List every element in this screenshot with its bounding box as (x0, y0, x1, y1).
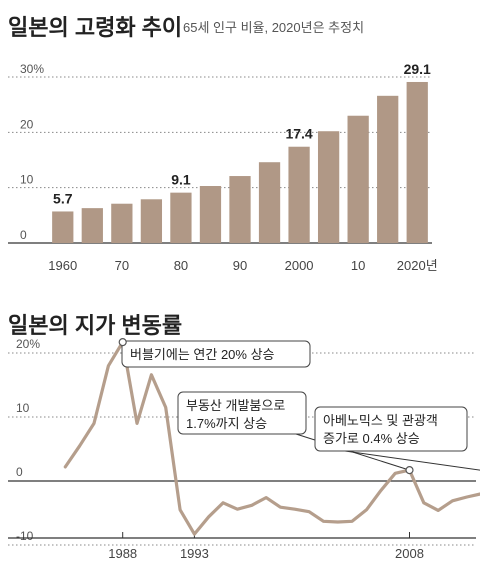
y-tick-label: 20% (16, 337, 40, 351)
chart2-title: 일본의 지가 변동률 (8, 313, 183, 338)
y-tick-label: 0 (20, 228, 27, 242)
x-tick-label: 70 (115, 258, 129, 273)
bar (258, 162, 281, 243)
series-line (63, 340, 480, 536)
callout-leader (344, 450, 480, 471)
callout-box (177, 391, 307, 435)
callout-box (314, 406, 468, 452)
bar (140, 199, 163, 243)
x-tick-label: 2020년 (397, 258, 438, 273)
x-tick-label: 1960 (48, 258, 77, 273)
callout-box (121, 340, 311, 368)
x-tick-label: 2000 (285, 258, 314, 273)
callout-text: 1.7%까지 상승 (186, 416, 267, 431)
bar (170, 192, 192, 243)
y-tick-label: -10 (16, 529, 34, 543)
y-tick-label: 30% (20, 62, 44, 76)
bar (347, 115, 369, 243)
y-tick-label: 10 (20, 173, 34, 187)
x-tick-label: 1988 (108, 546, 137, 561)
data-label: 5.7 (53, 190, 73, 206)
data-label: 9.1 (171, 172, 191, 188)
bar (199, 186, 222, 243)
annotation-point (405, 466, 414, 475)
bar (377, 95, 399, 244)
bar (81, 208, 103, 243)
bar (406, 81, 428, 243)
bar (288, 146, 310, 243)
x-tick-label: 10 (351, 258, 365, 273)
data-label: 17.4 (285, 126, 312, 142)
y-tick-label: 20 (20, 117, 34, 131)
callout-text: 아베노믹스 및 관광객 (323, 413, 438, 428)
annotation-point (118, 338, 127, 347)
bar (229, 176, 251, 243)
aging-bar-chart: 0 10 20 30% 5.7 9.1 17.4 29.1 1960 70 80 90 2000 10 20… (8, 61, 438, 273)
x-tick-label: 1993 (180, 546, 209, 561)
bar (317, 131, 340, 243)
callout-text: 증가로 0.4% 상승 (323, 431, 420, 446)
x-tick-label: 90 (233, 258, 247, 273)
x-tick-label: 80 (174, 258, 188, 273)
bar (52, 211, 74, 243)
data-label: 29.1 (404, 61, 431, 77)
chart1-title: 일본의 고령화 추이 (8, 15, 183, 40)
callout-text: 버블기에는 연간 20% 상승 (130, 347, 275, 362)
y-tick-label: 0 (16, 465, 23, 479)
chart1-subtitle: 65세 인구 비율, 2020년은 추정치 (183, 20, 365, 35)
callout-text: 부동산 개발붐으로 (186, 398, 285, 413)
y-tick-label: 10 (16, 401, 30, 415)
bar (111, 203, 133, 243)
x-tick-label: 2008 (395, 546, 424, 561)
